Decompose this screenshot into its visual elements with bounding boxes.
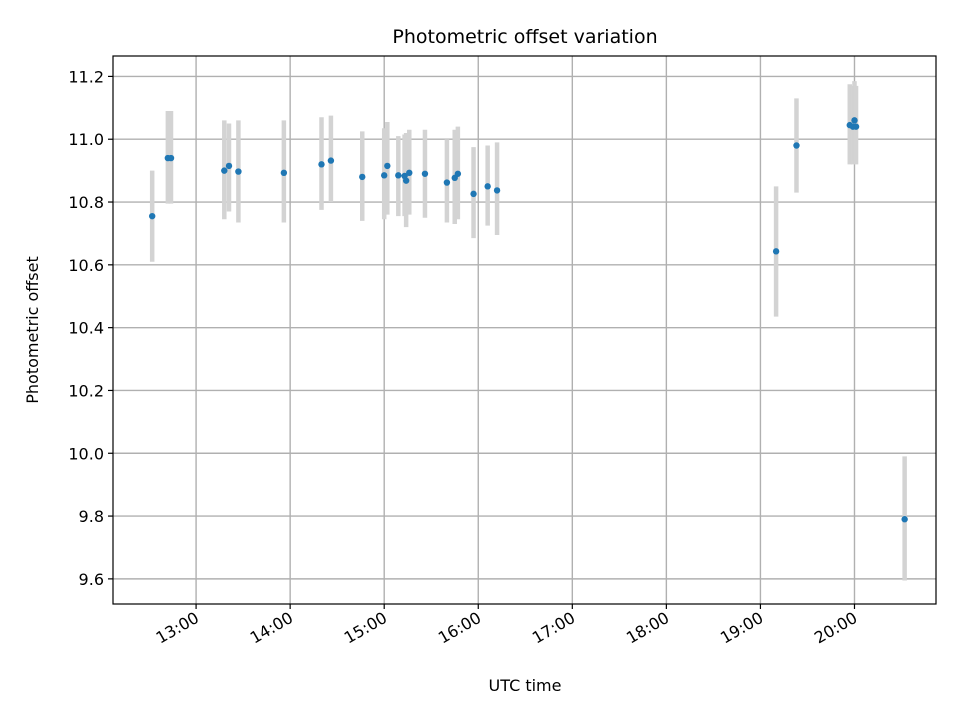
data-point xyxy=(395,172,402,179)
y-tick-label: 9.6 xyxy=(79,570,104,589)
y-tick-label: 9.8 xyxy=(79,507,104,526)
y-tick-label: 11.2 xyxy=(68,67,104,86)
data-point xyxy=(167,154,175,162)
data-point xyxy=(380,172,388,179)
data-point xyxy=(484,183,491,190)
chart-title: Photometric offset variation xyxy=(392,26,657,48)
data-point xyxy=(470,190,477,198)
data-point xyxy=(318,161,325,168)
data-point xyxy=(221,167,228,174)
y-tick-label: 11.0 xyxy=(68,130,104,149)
data-points xyxy=(148,117,908,523)
data-point xyxy=(852,123,860,130)
data-point xyxy=(225,162,233,170)
data-point xyxy=(359,173,366,181)
data-point xyxy=(148,212,156,220)
data-point xyxy=(493,187,501,194)
data-point xyxy=(406,169,413,177)
y-tick-label: 10.6 xyxy=(68,256,104,275)
grid xyxy=(113,56,936,604)
data-point xyxy=(327,157,335,164)
data-point xyxy=(454,170,462,177)
data-point xyxy=(901,516,908,523)
data-point xyxy=(421,170,429,177)
data-point xyxy=(772,248,780,255)
data-point xyxy=(851,117,858,124)
data-point xyxy=(235,168,242,175)
data-point xyxy=(280,169,288,177)
data-point xyxy=(793,142,800,149)
data-point xyxy=(443,179,451,186)
y-axis: 9.6 9.8 10.0 10.2 10.4 10.6 10.8 11.0 11.2 xyxy=(68,67,113,589)
x-axis-title: UTC time xyxy=(489,676,562,695)
plot-frame xyxy=(112,55,937,605)
y-tick-label: 10.2 xyxy=(68,381,104,400)
y-tick-label: 10.4 xyxy=(68,319,104,338)
data-point xyxy=(384,162,391,170)
data-point xyxy=(402,177,410,184)
y-axis-title: Photometric offset xyxy=(23,256,42,404)
y-tick-label: 10.0 xyxy=(68,444,104,463)
y-tick-label: 10.8 xyxy=(68,193,104,212)
